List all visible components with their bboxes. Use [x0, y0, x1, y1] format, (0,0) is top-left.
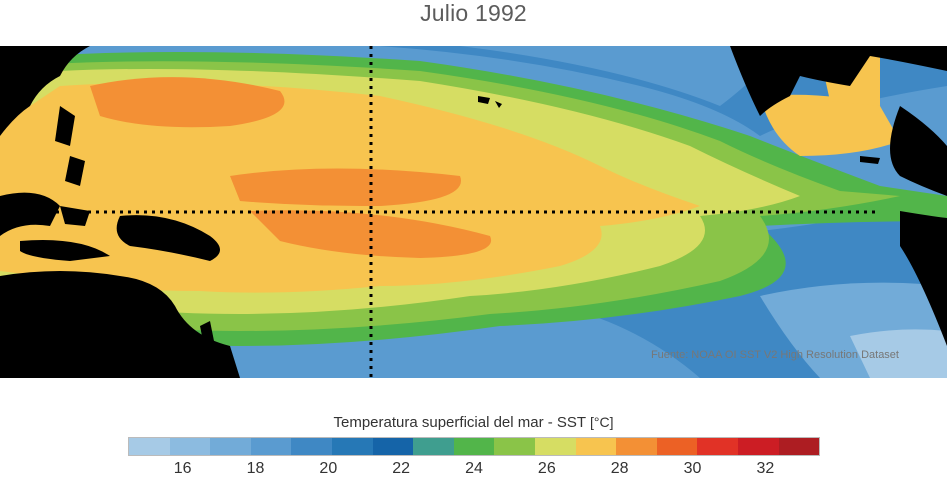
sea-patch	[250, 210, 492, 258]
map-title: Julio 1992	[420, 0, 527, 26]
colorbar-tick-label: 18	[246, 460, 265, 477]
colorbar-label-text: Temperatura superficial del mar - SST	[333, 414, 586, 431]
colorbar-tick-label: 16	[173, 460, 192, 477]
colorbar-segment	[616, 438, 657, 455]
data-source-credit: Fuente: NOAA OI SST V2 High Resolution D…	[650, 349, 899, 361]
colorbar-segment	[169, 438, 211, 455]
colorbar-segment	[372, 438, 414, 455]
sea-band	[460, 46, 780, 106]
colorbar-segment	[737, 438, 779, 455]
sea-patch	[230, 168, 461, 206]
colorbar-tick-label: 24	[465, 460, 483, 477]
colorbar	[128, 437, 820, 456]
sea-band	[850, 329, 947, 378]
colorbar-segment	[656, 438, 698, 455]
colorbar-tick-label: 32	[756, 460, 775, 477]
colorbar-segment	[250, 438, 292, 455]
colorbar-segment	[291, 438, 332, 455]
colorbar-segment	[778, 438, 820, 455]
sst-map-svg	[0, 46, 947, 378]
colorbar-unit: [°C]	[590, 414, 614, 430]
colorbar-label: Temperatura superficial del mar - SST [°…	[0, 414, 947, 431]
colorbar-tick-label: 26	[537, 460, 556, 477]
colorbar-tick-label: 28	[610, 460, 629, 477]
colorbar-tick-label: 30	[683, 460, 702, 477]
colorbar-tick-label: 22	[392, 460, 411, 477]
colorbar-segment	[534, 438, 576, 455]
colorbar-segment	[210, 438, 251, 455]
colorbar-segment	[129, 438, 170, 455]
sea-patch	[760, 94, 900, 156]
sea-patch	[90, 77, 285, 128]
land-masses	[0, 46, 947, 378]
colorbar-segment	[453, 438, 495, 455]
colorbar-segment	[331, 438, 373, 455]
colorbar-ticks: 16 18 20 22 24 26 28 30 32	[0, 460, 947, 480]
colorbar-segment	[575, 438, 617, 455]
sst-map	[0, 46, 947, 378]
colorbar-segment	[494, 438, 535, 455]
colorbar-segment	[413, 438, 454, 455]
colorbar-tick-label: 20	[319, 460, 338, 477]
colorbar-segment	[697, 438, 738, 455]
